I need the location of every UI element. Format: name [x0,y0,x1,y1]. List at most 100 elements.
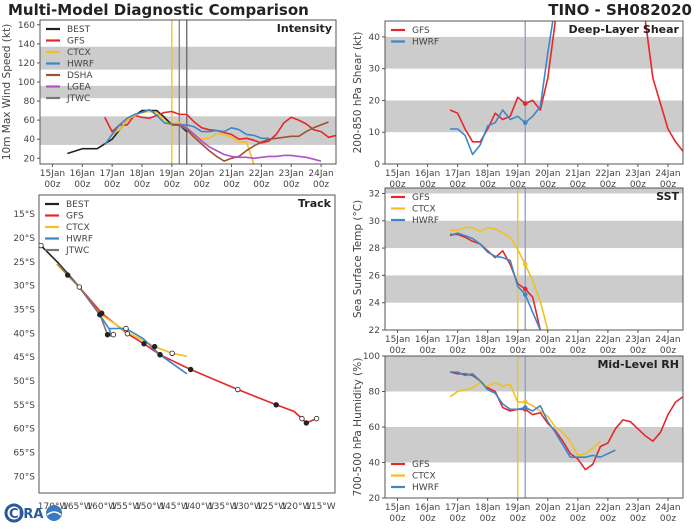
series-marker [522,286,528,292]
x-tick-label: 18Jan [475,503,500,513]
threshold-band [385,36,683,69]
y-tick-label: 80 [24,97,36,107]
legend-label: GFS [66,212,84,222]
plot-frame [384,20,684,165]
x-tick-label: 22Jan [595,335,620,345]
x-tick-label: 15Jan [385,503,410,513]
y-tick-label: 80 [369,388,381,398]
cira-logo: CIRA [4,503,62,523]
panel-title: Intensity [277,22,332,35]
x-tick-label: 22Jan [595,169,620,179]
series-marker [522,101,528,106]
track-position-open-dot [235,386,241,393]
y-tick-label: 20 [24,154,36,164]
legend-label: CTCX [412,205,436,215]
x-tick-label: 20Jan [535,503,560,513]
track-position-filled-dot [98,310,105,316]
threshold-band [385,275,683,303]
track-position-open-dot [299,415,305,422]
panel-title: SST [656,190,679,203]
series-line-ctcx [450,226,549,330]
x-tick-hour-label: 00z [313,180,329,190]
legend-label: JTWC [66,94,90,104]
y-tick-label: 20 [369,96,381,106]
x-tick-hour-label: 00z [389,514,405,524]
series-line-hwrf [450,371,616,458]
x-tick-label: 17Jan [445,169,470,179]
series-line-hwrf [450,21,554,156]
plot-frame [384,355,684,499]
x-tick-label: 16Jan [415,503,440,513]
x-tick-hour-label: 00z [283,180,299,190]
x-tick-hour-label: 00z [570,346,586,356]
x-tick-hour-label: 00z [419,514,435,524]
legend-label: HWRF [66,235,93,245]
x-tick-hour-label: 00z [164,180,180,190]
y-tick-label: 100 [18,78,35,88]
x-tick-label: 18Jan [475,169,500,179]
legend-label: BEST [66,200,90,210]
series-marker [522,399,528,405]
x-tick-label: 22Jan [249,169,274,179]
cira-logo-text: CIRA [9,507,43,522]
lon-tick-label: 150°W [135,502,166,512]
y-tick-label: 120 [18,59,35,69]
x-tick-hour-label: 00z [134,180,150,190]
track-position-open-dot [169,350,175,356]
x-tick-label: 23Jan [625,503,650,513]
legend-label: DSHA [67,71,93,81]
track-position-filled-dot [141,341,147,347]
x-tick-label: 18Jan [475,335,500,345]
panel-title: Track [298,197,332,210]
y-tick-label: 160 [18,21,35,31]
x-tick-label: 19Jan [159,169,184,179]
intensity-panel: 15Jan00z16Jan00z17Jan00z18Jan00z19Jan00z… [1,19,337,190]
y-axis-label: 700-500 hPa Humidity (%) [352,358,364,497]
y-tick-label: 30 [369,217,381,227]
y-tick-label: 100 [363,352,380,362]
x-tick-hour-label: 00z [630,346,646,356]
series-marker [522,405,528,410]
lon-tick-label: 135°W [208,502,239,512]
legend-label: HWRF [412,483,439,493]
x-tick-label: 24Jan [655,169,680,179]
track-position-filled-dot [303,420,310,426]
x-tick-hour-label: 00z [600,514,616,524]
y-tick-label: 30 [369,65,381,75]
x-tick-label: 23Jan [625,169,650,179]
lat-tick-label: 45°S [13,353,35,363]
x-tick-hour-label: 00z [194,180,210,190]
series-marker [522,262,528,267]
x-tick-hour-label: 00z [600,346,616,356]
x-tick-label: 17Jan [445,503,470,513]
series-line-dsha [171,121,329,162]
x-tick-label: 21Jan [565,503,590,513]
y-tick-label: 40 [369,33,381,43]
legend-label: GFS [67,37,85,47]
x-tick-hour-label: 00z [600,180,616,190]
x-tick-label: 21Jan [565,169,590,179]
y-tick-label: 20 [369,494,381,504]
y-tick-label: 32 [369,189,380,199]
lon-tick-label: 120°W [281,502,312,512]
x-tick-hour-label: 00z [510,180,526,190]
track-position-open-dot [124,331,131,337]
x-tick-label: 17Jan [445,335,470,345]
track-position-open-dot [110,332,117,338]
x-tick-hour-label: 00z [223,180,239,190]
y-tick-label: 28 [369,244,381,254]
x-tick-label: 19Jan [505,335,530,345]
series-line-gfs [449,21,683,152]
legend-label: CTCX [66,223,90,233]
lat-tick-label: 55°S [13,401,35,411]
x-tick-label: 22Jan [595,503,620,513]
figure-title: Multi-Model Diagnostic Comparison [8,1,309,19]
track-position-filled-dot [104,332,111,338]
series-line-hwrf [104,108,269,146]
x-tick-label: 20Jan [535,169,560,179]
lon-tick-label: 145°W [159,502,190,512]
x-tick-hour-label: 00z [450,514,466,524]
y-tick-label: 26 [369,271,381,281]
